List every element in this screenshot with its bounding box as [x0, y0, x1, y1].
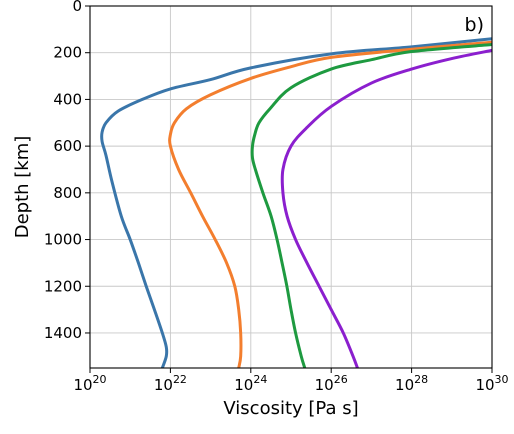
x-tick-label-base: 10	[73, 376, 92, 394]
y-tick-label: 600	[53, 137, 82, 155]
series-line-2	[168, 40, 492, 368]
y-tick-labels: 0 200 400 600 800 1000 1200 1400	[44, 0, 82, 342]
series-line-4	[280, 48, 492, 368]
y-tick-label: 1400	[44, 324, 82, 342]
x-tick-label-exponent: 24	[253, 373, 267, 386]
y-tick-label: 800	[53, 184, 82, 202]
x-tick-label-exponent: 22	[173, 373, 187, 386]
x-axis-title: Viscosity [Pa s]	[223, 398, 358, 419]
ticks	[85, 5, 493, 373]
x-tick-label-exponent: 28	[414, 373, 428, 386]
x-tick-label: 1022	[154, 373, 187, 394]
x-tick-labels: 1020 1022 1024 1026 1028 1030	[73, 373, 508, 394]
x-tick-label-exponent: 30	[495, 373, 509, 386]
y-tick-label: 1000	[44, 231, 82, 249]
x-tick-label: 1026	[315, 373, 348, 394]
x-tick-label-base: 10	[154, 376, 173, 394]
x-tick-label: 1024	[234, 373, 267, 394]
series-line-1	[100, 37, 492, 368]
y-tick-label: 200	[53, 44, 82, 62]
x-tick-label-base: 10	[475, 376, 494, 394]
x-tick-label-base: 10	[395, 376, 414, 394]
x-tick-label: 1028	[395, 373, 428, 394]
plot-frame	[89, 5, 493, 369]
x-tick-label-exponent: 26	[334, 373, 348, 386]
y-tick-label: 400	[53, 90, 82, 108]
series-line-3	[250, 43, 492, 368]
x-tick-label-base: 10	[234, 376, 253, 394]
x-tick-label-exponent: 20	[93, 373, 107, 386]
x-tick-label: 1030	[475, 373, 508, 394]
series-layer	[100, 37, 492, 368]
panel-label: b)	[465, 14, 484, 36]
x-tick-label: 1020	[73, 373, 106, 394]
y-tick-label: 1200	[44, 277, 82, 295]
x-tick-label-base: 10	[315, 376, 334, 394]
y-tick-label: 0	[72, 0, 82, 15]
y-axis-title: Depth [km]	[12, 136, 33, 239]
